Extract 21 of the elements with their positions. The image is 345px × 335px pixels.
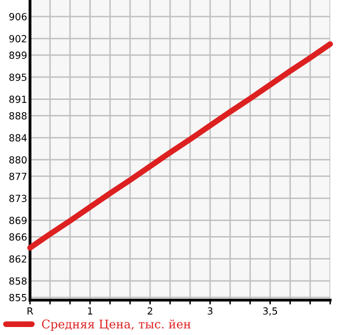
x-tick-label: R	[28, 307, 34, 314]
x-tick-label: 3,5	[263, 307, 278, 316]
y-tick-label: 873	[9, 194, 26, 202]
y-tick-label: 891	[9, 96, 26, 103]
legend-label: Средняя Цена, тыс. йен	[42, 319, 191, 331]
y-tick-label: 895	[9, 74, 26, 81]
y-tick-label: 899	[9, 52, 27, 59]
y-tick-label: 902	[9, 35, 26, 42]
y-tick-label: 855	[9, 294, 26, 302]
y-tick-label: 877	[9, 172, 26, 180]
y-tick-label: 884	[9, 134, 27, 142]
y-tick-label: 880	[9, 156, 27, 164]
y-tick-label: 888	[9, 112, 27, 120]
y-tick-label: 866	[9, 233, 27, 241]
y-tick-label: 858	[9, 277, 27, 285]
x-tick-label: 1	[88, 307, 92, 314]
x-tick-label: 3	[208, 307, 212, 315]
y-tick-label: 906	[9, 13, 27, 20]
y-tick-label: 869	[9, 216, 27, 224]
x-tick-label: 2	[148, 307, 152, 314]
y-tick-label: 862	[9, 255, 26, 263]
